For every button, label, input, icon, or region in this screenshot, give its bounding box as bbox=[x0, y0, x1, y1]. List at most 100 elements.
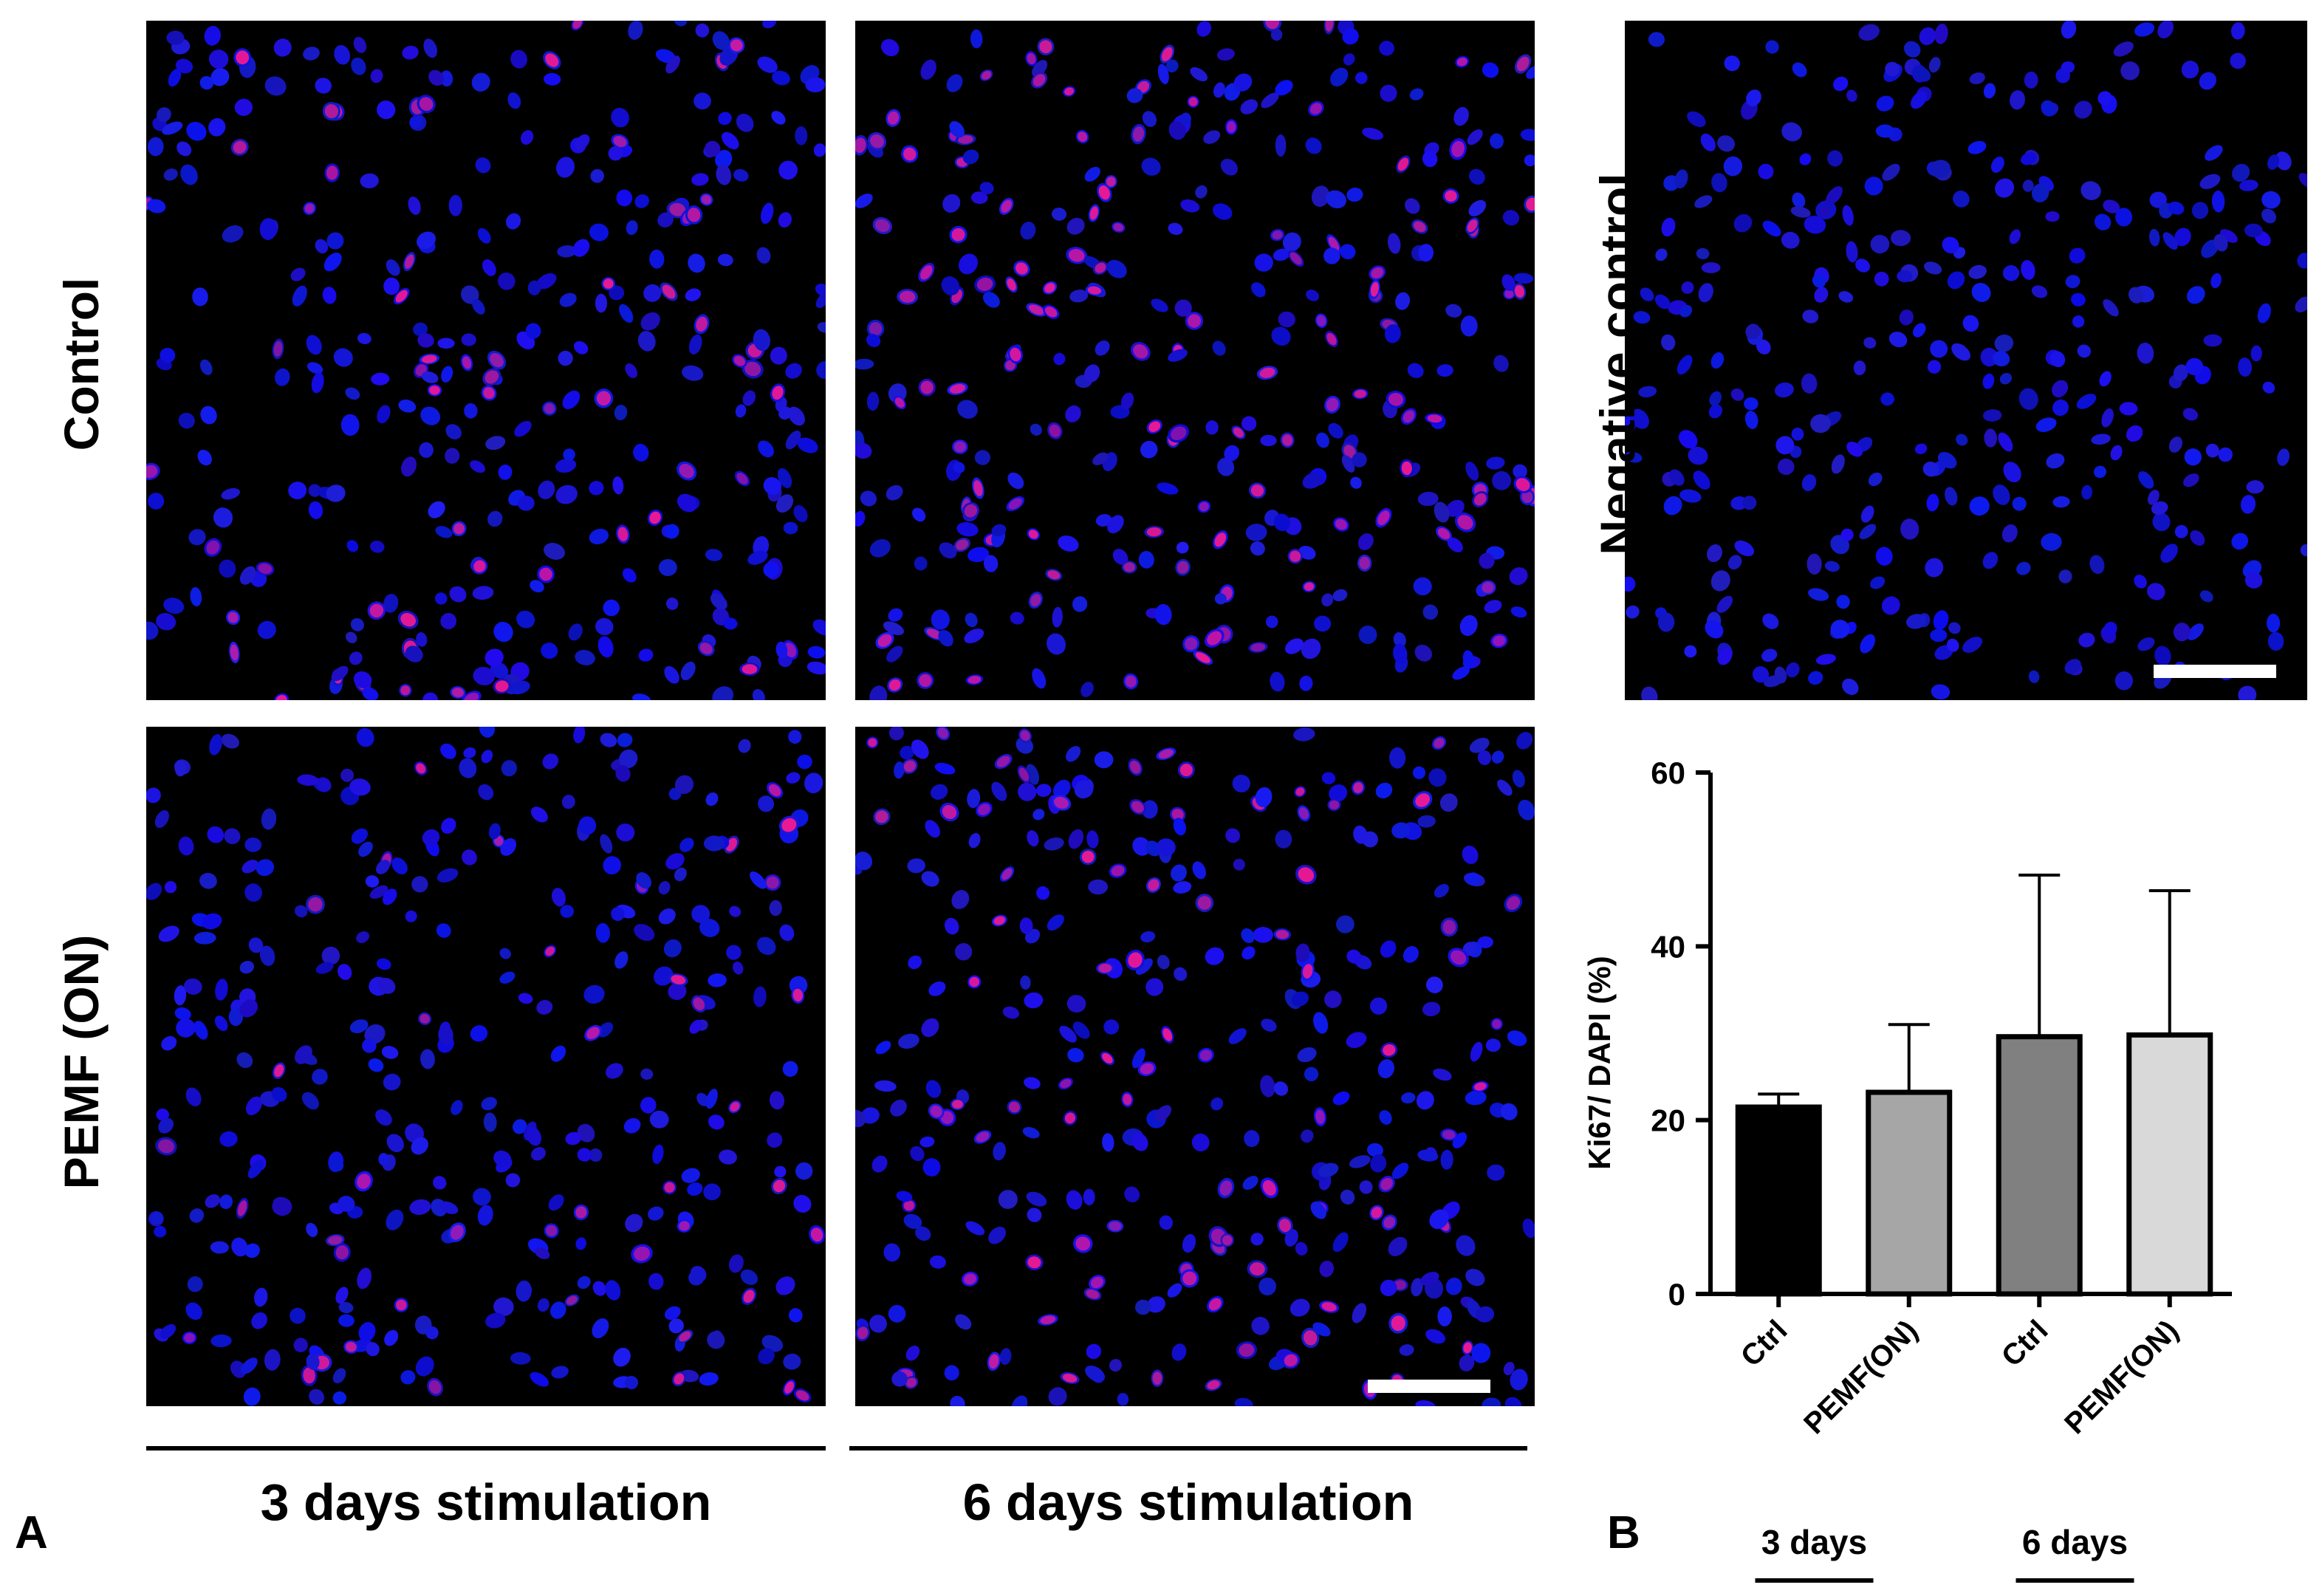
nucleus bbox=[2230, 52, 2246, 69]
nucleus bbox=[1284, 1229, 1298, 1247]
nucleus bbox=[1654, 294, 1671, 309]
nucleus bbox=[2074, 100, 2092, 119]
ki67-signal bbox=[958, 135, 973, 144]
ki67-signal bbox=[146, 465, 158, 479]
nucleus bbox=[1707, 544, 1722, 563]
nucleus bbox=[595, 922, 611, 943]
nucleus bbox=[1694, 195, 1713, 208]
nucleus bbox=[1391, 822, 1411, 839]
nucleus bbox=[592, 1281, 606, 1296]
nucleus bbox=[438, 1025, 453, 1045]
nucleus bbox=[1951, 343, 1970, 361]
nucleus bbox=[1471, 1343, 1491, 1363]
nucleus bbox=[525, 323, 541, 339]
ki67-signal bbox=[400, 612, 417, 627]
nucleus bbox=[1270, 671, 1285, 692]
nucleus bbox=[315, 962, 334, 974]
nucleus bbox=[1414, 644, 1432, 662]
nucleus bbox=[377, 405, 391, 424]
nucleus bbox=[1445, 1277, 1462, 1295]
nucleus bbox=[699, 918, 720, 937]
nucleus bbox=[473, 666, 495, 685]
nucleus bbox=[1405, 198, 1420, 214]
ki67-signal bbox=[1008, 1101, 1020, 1113]
nucleus bbox=[2134, 22, 2155, 37]
ki67-signal bbox=[1089, 206, 1098, 220]
nucleus bbox=[775, 641, 788, 659]
nucleus bbox=[1962, 315, 1979, 332]
ki67-signal bbox=[1027, 52, 1036, 65]
nucleus bbox=[2174, 524, 2188, 538]
nucleus bbox=[788, 406, 805, 426]
ki67-signal bbox=[699, 643, 713, 654]
nucleus bbox=[1036, 886, 1050, 900]
ki67-signal bbox=[1516, 56, 1530, 72]
nucleus bbox=[1411, 1278, 1423, 1297]
nucleus bbox=[866, 391, 880, 411]
ki67-signal bbox=[1090, 1276, 1103, 1289]
nucleus bbox=[950, 1395, 965, 1406]
nucleus bbox=[2298, 173, 2307, 188]
nucleus bbox=[1863, 337, 1877, 349]
nucleus bbox=[1734, 540, 1755, 557]
nucleus bbox=[1744, 397, 1758, 411]
nucleus bbox=[197, 449, 212, 466]
ki67-signal bbox=[1214, 532, 1227, 547]
ki67-signal bbox=[1123, 562, 1135, 572]
nucleus bbox=[437, 338, 455, 349]
nucleus bbox=[160, 1323, 177, 1339]
nucleus bbox=[1465, 462, 1479, 481]
ki67-signal bbox=[888, 679, 901, 691]
nucleus bbox=[174, 985, 187, 1006]
bar bbox=[1735, 1104, 1822, 1297]
nucleus bbox=[369, 885, 388, 899]
nucleus bbox=[1156, 838, 1176, 857]
nucleus bbox=[1145, 978, 1164, 996]
nucleus bbox=[1465, 1090, 1487, 1106]
nucleus bbox=[175, 58, 194, 74]
nucleus bbox=[1080, 682, 1094, 697]
ki67-signal bbox=[1199, 501, 1209, 512]
nucleus bbox=[1306, 290, 1320, 301]
nucleus bbox=[941, 276, 960, 295]
nucleus bbox=[215, 979, 228, 1001]
nucleus bbox=[1132, 837, 1151, 856]
nucleus bbox=[816, 360, 826, 380]
ki67-signal bbox=[1315, 1109, 1325, 1124]
nucleus bbox=[497, 272, 516, 290]
nucleus bbox=[544, 543, 565, 560]
nucleus bbox=[1487, 1164, 1505, 1181]
nucleus bbox=[1329, 784, 1348, 802]
nucleus bbox=[485, 1312, 506, 1329]
nucleus bbox=[597, 636, 614, 658]
nucleus bbox=[180, 164, 198, 185]
nucleus bbox=[288, 482, 307, 500]
nucleus bbox=[1217, 457, 1235, 476]
nucleus bbox=[929, 1255, 946, 1269]
nucleus bbox=[189, 1208, 205, 1223]
ki67-signal bbox=[981, 71, 992, 80]
nucleus bbox=[273, 38, 292, 57]
nucleus bbox=[272, 1197, 292, 1216]
nucleus bbox=[1467, 129, 1483, 145]
ki67-signal bbox=[1457, 515, 1473, 530]
nucleus bbox=[682, 365, 704, 381]
ki67-signal bbox=[766, 876, 779, 889]
nucleus bbox=[1126, 88, 1143, 103]
nucleus bbox=[514, 420, 532, 437]
nucleus bbox=[1332, 1232, 1349, 1253]
nucleus bbox=[1868, 472, 1883, 487]
nucleus bbox=[527, 280, 541, 295]
nucleus bbox=[1109, 1359, 1123, 1372]
ki67-signal bbox=[1171, 809, 1184, 821]
nucleus bbox=[552, 888, 566, 907]
nucleus bbox=[663, 939, 682, 958]
nucleus bbox=[239, 566, 256, 585]
ki67-signal bbox=[258, 563, 273, 575]
nucleus bbox=[1084, 166, 1100, 182]
nucleus bbox=[944, 917, 959, 935]
row-label-pemf: PEMF (ON) bbox=[54, 934, 109, 1190]
nucleus bbox=[758, 795, 775, 812]
nucleus bbox=[658, 881, 671, 895]
nucleus bbox=[612, 476, 624, 495]
